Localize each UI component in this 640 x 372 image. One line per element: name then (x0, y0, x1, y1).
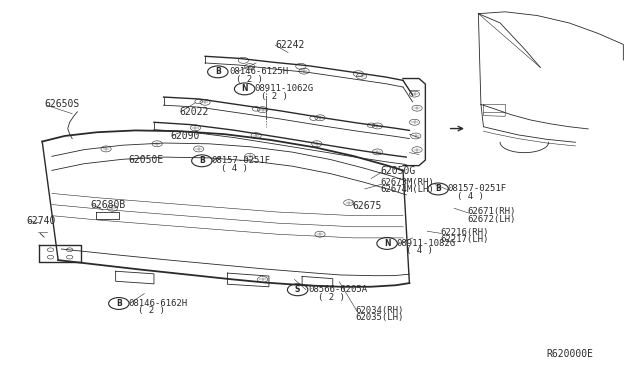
Text: 62022: 62022 (179, 107, 209, 117)
Text: ( 4 ): ( 4 ) (406, 246, 433, 255)
Text: 62740: 62740 (26, 216, 56, 226)
Text: 62217(LH): 62217(LH) (440, 235, 488, 244)
Text: ( 2 ): ( 2 ) (318, 293, 345, 302)
Text: R620000E: R620000E (547, 349, 594, 359)
Text: 08157-0251F: 08157-0251F (448, 185, 507, 193)
Text: 62672(LH): 62672(LH) (467, 215, 515, 224)
Text: 62050G: 62050G (381, 166, 416, 176)
Text: B: B (435, 185, 441, 193)
Text: 62242: 62242 (275, 40, 305, 50)
Text: 62034(RH): 62034(RH) (355, 306, 403, 315)
Text: 62671(RH): 62671(RH) (467, 208, 515, 217)
Text: 62674M(LH): 62674M(LH) (381, 185, 435, 194)
Text: ( 2 ): ( 2 ) (138, 307, 165, 315)
Text: B: B (215, 67, 221, 76)
Text: 62216(RH): 62216(RH) (440, 228, 488, 237)
Text: 62673M(RH): 62673M(RH) (381, 178, 435, 187)
Text: 08146-6162H: 08146-6162H (129, 299, 188, 308)
Text: 08157-0251F: 08157-0251F (211, 156, 271, 165)
Text: ( 2 ): ( 2 ) (261, 92, 288, 101)
Text: ( 4 ): ( 4 ) (458, 192, 484, 201)
Text: 62035(LH): 62035(LH) (355, 313, 403, 322)
Text: N: N (384, 239, 390, 248)
Text: 62090: 62090 (170, 131, 199, 141)
Text: 08566-6205A: 08566-6205A (308, 285, 367, 294)
Text: N: N (241, 84, 248, 93)
Text: 08911-1082G: 08911-1082G (397, 239, 456, 248)
Text: S: S (295, 285, 300, 294)
Text: ( 4 ): ( 4 ) (221, 164, 248, 173)
Text: 62650S: 62650S (44, 99, 79, 109)
Text: B: B (199, 156, 205, 165)
Text: 08146-6125H: 08146-6125H (229, 67, 289, 76)
Text: 62675: 62675 (352, 201, 381, 211)
Text: 62050E: 62050E (129, 155, 164, 165)
Text: 08911-1062G: 08911-1062G (255, 84, 314, 93)
Text: B: B (116, 299, 122, 308)
Text: ( 2 ): ( 2 ) (236, 75, 262, 84)
Text: 62680B: 62680B (90, 199, 125, 209)
